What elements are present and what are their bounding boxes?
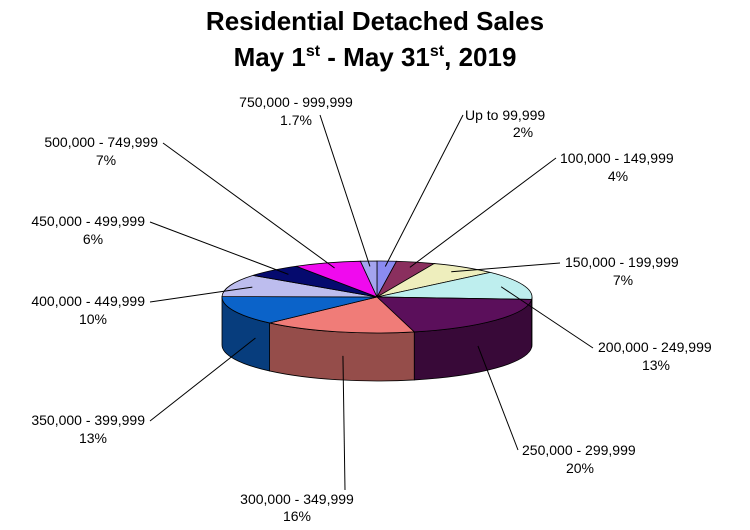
slice-value-1: 4% <box>608 168 628 184</box>
slice-label-8: 450,000 - 499,999 <box>31 213 145 229</box>
leader-line-8 <box>149 221 289 275</box>
pie-slice-10 <box>359 260 378 298</box>
slice-value-8: 6% <box>83 231 103 247</box>
slice-label-3: 200,000 - 249,999 <box>598 339 712 355</box>
leader-line-7 <box>149 286 253 303</box>
leader-line-2 <box>451 262 561 273</box>
pie-slice-3 <box>376 272 533 300</box>
leader-line-5 <box>342 355 346 491</box>
leader-line-1 <box>409 157 557 268</box>
pie-slice-5 <box>269 296 416 334</box>
slice-label-6: 350,000 - 399,999 <box>31 412 145 428</box>
slice-value-9: 7% <box>96 152 116 168</box>
slice-value-0: 2% <box>513 124 533 140</box>
slice-value-6: 13% <box>79 430 107 446</box>
slice-label-10: 750,000 - 999,999 <box>239 94 353 110</box>
slice-value-4: 20% <box>566 460 594 476</box>
slice-label-0: Up to 99,999 <box>465 107 545 123</box>
leader-line-6 <box>149 337 256 422</box>
slice-value-3: 13% <box>642 357 670 373</box>
slice-value-10: 1.7% <box>280 112 312 128</box>
chart-title-line2: May 1st - May 31st, 2019 <box>234 42 517 72</box>
slice-label-9: 500,000 - 749,999 <box>44 134 158 150</box>
slice-label-7: 400,000 - 449,999 <box>31 293 145 309</box>
slice-label-4: 250,000 - 299,999 <box>522 442 636 458</box>
slice-label-1: 100,000 - 149,999 <box>560 150 674 166</box>
pie-slice-6 <box>221 296 378 324</box>
leader-line-3 <box>500 286 594 349</box>
pie-side-walls <box>221 296 533 382</box>
slice-value-2: 7% <box>613 272 633 288</box>
slice-label-2: 150,000 - 199,999 <box>565 254 679 270</box>
slice-label-5: 300,000 - 349,999 <box>240 491 354 507</box>
leader-line-0 <box>384 114 464 267</box>
pie-top-face <box>221 260 533 334</box>
leader-line-4 <box>477 345 519 451</box>
pie-slice-7 <box>221 274 378 298</box>
pie-slice-4 <box>375 296 533 333</box>
slice-value-7: 10% <box>79 311 107 327</box>
slice-value-5: 16% <box>283 508 311 524</box>
chart-title-line1: Residential Detached Sales <box>206 6 544 36</box>
leader-line-10 <box>319 114 371 267</box>
leader-line-9 <box>162 142 335 269</box>
